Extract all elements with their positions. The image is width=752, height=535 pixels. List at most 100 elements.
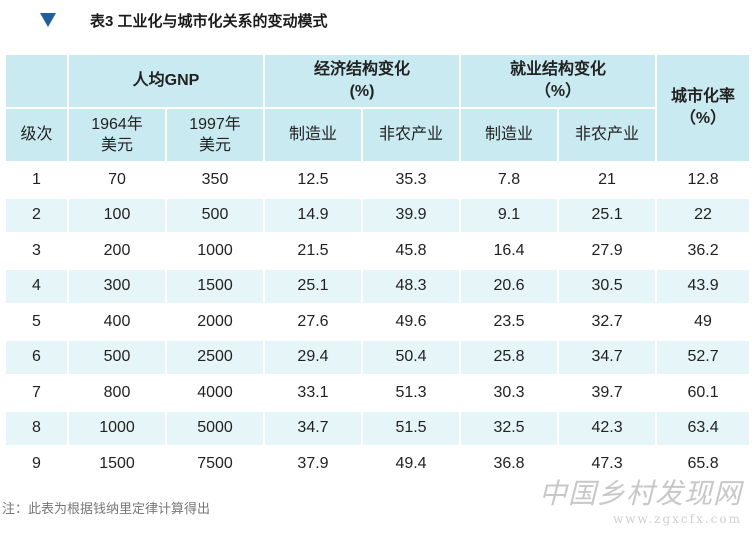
cell-gnp-1964: 800 xyxy=(68,375,167,412)
table-row: 9 1500 7500 37.9 49.4 36.8 47.3 65.8 xyxy=(6,446,752,483)
cell-econ-mfg: 14.9 xyxy=(264,197,363,234)
cell-econ-nonagri: 48.3 xyxy=(362,268,462,305)
header-row-1: 人均GNP 经济结构变化 (%) 就业结构变化 （%） 城市化率 （%） xyxy=(6,55,752,163)
cell-level: 9 xyxy=(6,446,69,483)
cell-urban: 60.1 xyxy=(656,375,752,412)
cell-econ-nonagri: 49.6 xyxy=(362,304,462,341)
table-title: 表3 工业化与城市化关系的变动模式 xyxy=(90,12,328,30)
cell-urban: 36.2 xyxy=(656,233,752,270)
cell-gnp-1964: 200 xyxy=(68,233,167,270)
cell-gnp-1964: 500 xyxy=(68,339,167,376)
cell-econ-mfg: 12.5 xyxy=(264,162,363,199)
cell-level: 6 xyxy=(6,339,69,376)
table-row: 5 400 2000 27.6 49.6 23.5 32.7 49 xyxy=(6,304,752,341)
title-row: 表3 工业化与城市化关系的变动模式 xyxy=(40,6,328,34)
cell-gnp-1997: 1000 xyxy=(166,233,265,270)
cell-emp-mfg: 36.8 xyxy=(460,446,560,483)
table-row: 4 300 1500 25.1 48.3 20.6 30.5 43.9 xyxy=(6,268,752,305)
cell-gnp-1964: 300 xyxy=(68,268,167,305)
header-emp-line2: （%） xyxy=(534,83,582,100)
cell-econ-mfg: 29.4 xyxy=(264,339,363,376)
cell-econ-nonagri: 49.4 xyxy=(362,446,462,483)
cell-gnp-1997: 500 xyxy=(166,197,265,234)
cell-emp-nonagri: 30.5 xyxy=(558,268,658,305)
header-econ-nonagri: 非农产业 xyxy=(362,108,462,163)
table-row: 1 70 350 12.5 35.3 7.8 21 12.8 xyxy=(6,162,752,199)
cell-urban: 65.8 xyxy=(656,446,752,483)
cell-emp-mfg: 32.5 xyxy=(460,410,560,447)
data-table: 人均GNP 经济结构变化 (%) 就业结构变化 （%） 城市化率 （%） 级次 … xyxy=(6,55,752,483)
cell-level: 4 xyxy=(6,268,69,305)
triangle-down-icon xyxy=(40,13,56,27)
header-corner xyxy=(6,55,69,109)
table-row: 7 800 4000 33.1 51.3 30.3 39.7 60.1 xyxy=(6,375,752,412)
header-econ-mfg: 制造业 xyxy=(264,108,363,163)
cell-emp-mfg: 9.1 xyxy=(460,197,560,234)
table-row: 6 500 2500 29.4 50.4 25.8 34.7 52.7 xyxy=(6,339,752,376)
cell-econ-mfg: 25.1 xyxy=(264,268,363,305)
cell-econ-mfg: 27.6 xyxy=(264,304,363,341)
cell-econ-mfg: 37.9 xyxy=(264,446,363,483)
cell-urban: 49 xyxy=(656,304,752,341)
cell-econ-mfg: 34.7 xyxy=(264,410,363,447)
header-econ-line1: 经济结构变化 xyxy=(314,61,411,78)
cell-emp-mfg: 20.6 xyxy=(460,268,560,305)
header-gnp-1964-line1: 1964年 xyxy=(91,116,143,133)
header-gnp-1997: 1997年 美元 xyxy=(166,108,265,163)
cell-econ-mfg: 21.5 xyxy=(264,233,363,270)
cell-urban: 52.7 xyxy=(656,339,752,376)
header-emp-mfg: 制造业 xyxy=(460,108,560,163)
cell-urban: 43.9 xyxy=(656,268,752,305)
cell-econ-nonagri: 51.5 xyxy=(362,410,462,447)
cell-emp-nonagri: 47.3 xyxy=(558,446,658,483)
cell-emp-mfg: 25.8 xyxy=(460,339,560,376)
cell-gnp-1997: 1500 xyxy=(166,268,265,305)
header-urban: 城市化率 （%） xyxy=(656,55,752,163)
cell-emp-mfg: 23.5 xyxy=(460,304,560,341)
cell-econ-nonagri: 39.9 xyxy=(362,197,462,234)
cell-gnp-1964: 70 xyxy=(68,162,167,199)
cell-emp-nonagri: 42.3 xyxy=(558,410,658,447)
cell-emp-nonagri: 34.7 xyxy=(558,339,658,376)
cell-emp-mfg: 30.3 xyxy=(460,375,560,412)
cell-gnp-1997: 4000 xyxy=(166,375,265,412)
header-econ: 经济结构变化 (%) xyxy=(264,55,462,109)
cell-level: 3 xyxy=(6,233,69,270)
watermark: 中国乡村发现网 www.zgxcfx.com xyxy=(539,472,742,526)
header-urban-line1: 城市化率 xyxy=(671,88,736,105)
cell-level: 7 xyxy=(6,375,69,412)
header-emp-line1: 就业结构变化 xyxy=(510,61,607,78)
cell-urban: 22 xyxy=(656,197,752,234)
cell-gnp-1997: 350 xyxy=(166,162,265,199)
cell-emp-nonagri: 25.1 xyxy=(558,197,658,234)
header-gnp: 人均GNP xyxy=(68,55,265,109)
header-gnp-1997-line1: 1997年 xyxy=(189,116,241,133)
cell-econ-nonagri: 35.3 xyxy=(362,162,462,199)
cell-emp-nonagri: 27.9 xyxy=(558,233,658,270)
cell-econ-nonagri: 45.8 xyxy=(362,233,462,270)
cell-urban: 12.8 xyxy=(656,162,752,199)
header-row-2: 级次 1964年 美元 1997年 美元 制造业 非农产业 制造业 非农产业 xyxy=(6,108,750,163)
header-gnp-1964-line2: 美元 xyxy=(100,137,133,154)
table-row: 3 200 1000 21.5 45.8 16.4 27.9 36.2 xyxy=(6,233,752,270)
cell-emp-nonagri: 32.7 xyxy=(558,304,658,341)
cell-urban: 63.4 xyxy=(656,410,752,447)
cell-emp-mfg: 7.8 xyxy=(460,162,560,199)
cell-level: 5 xyxy=(6,304,69,341)
cell-econ-nonagri: 50.4 xyxy=(362,339,462,376)
header-level: 级次 xyxy=(6,108,69,163)
header-gnp-1964: 1964年 美元 xyxy=(68,108,167,163)
header-econ-line2: (%) xyxy=(349,83,375,100)
cell-gnp-1964: 1000 xyxy=(68,410,167,447)
cell-econ-mfg: 33.1 xyxy=(264,375,363,412)
cell-level: 8 xyxy=(6,410,69,447)
table-row: 8 1000 5000 34.7 51.5 32.5 42.3 63.4 xyxy=(6,410,752,447)
cell-gnp-1964: 1500 xyxy=(68,446,167,483)
cell-gnp-1997: 2000 xyxy=(166,304,265,341)
cell-emp-nonagri: 39.7 xyxy=(558,375,658,412)
cell-gnp-1997: 2500 xyxy=(166,339,265,376)
cell-gnp-1964: 400 xyxy=(68,304,167,341)
header-gnp-1997-line2: 美元 xyxy=(198,137,231,154)
cell-gnp-1997: 5000 xyxy=(166,410,265,447)
cell-level: 1 xyxy=(6,162,69,199)
